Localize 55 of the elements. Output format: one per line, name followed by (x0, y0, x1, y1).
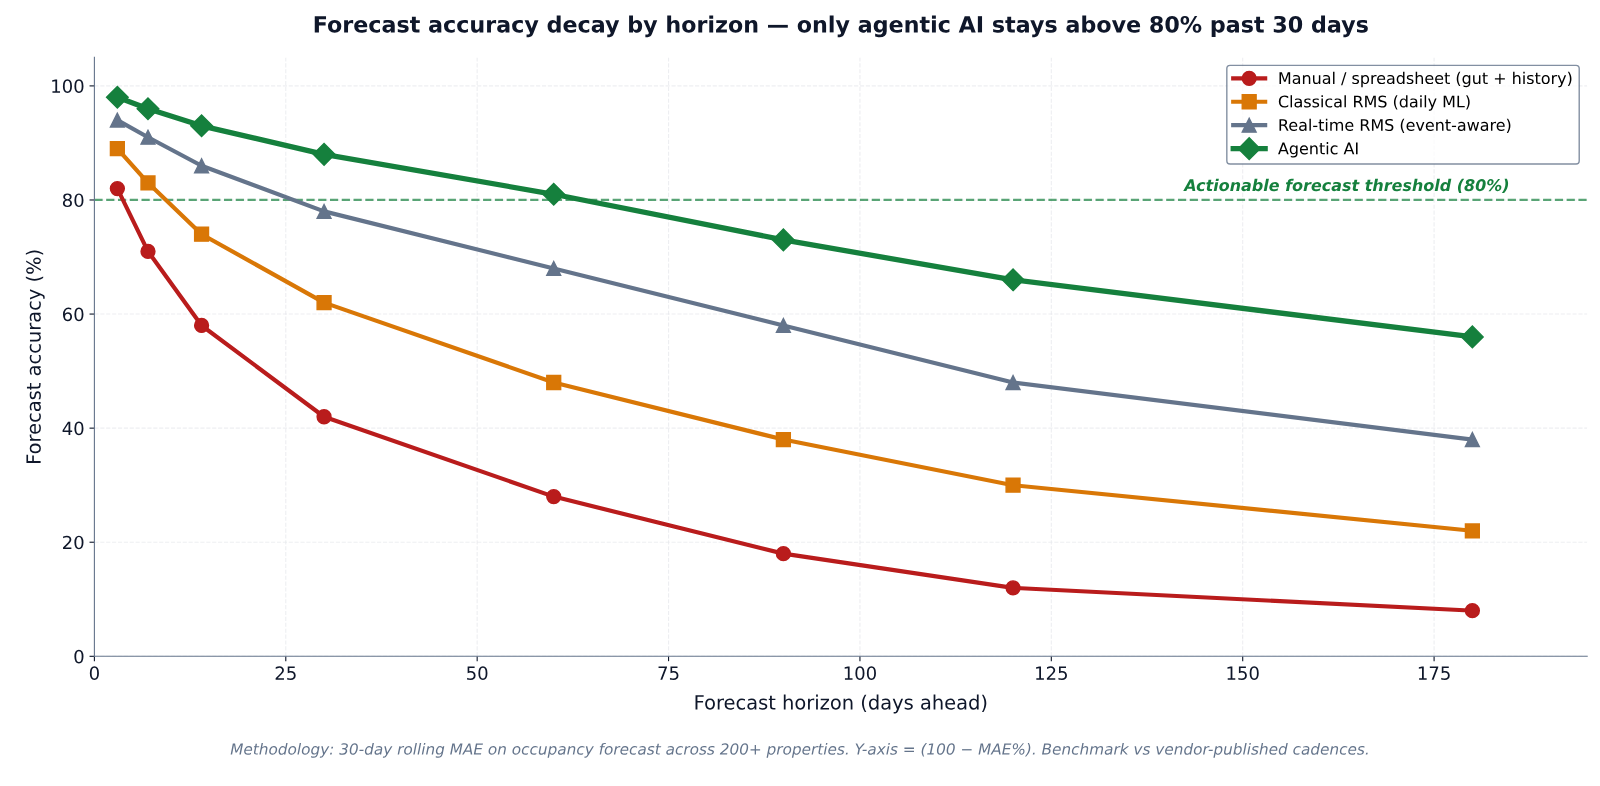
point (1005, 477, 1021, 493)
point (193, 317, 210, 334)
y-tick-label: 0 (74, 649, 84, 664)
point (316, 409, 332, 425)
ref-line-label: Actionable forecast threshold (80%) (1183, 178, 1509, 194)
point (546, 374, 562, 391)
point (1005, 580, 1021, 596)
point (109, 180, 126, 197)
point (775, 431, 792, 448)
y-tick-label: 60 (62, 307, 84, 322)
y-tick-label: 80 (62, 193, 84, 208)
chart-title: Forecast accuracy decay by horizon — only agentic AI stays above 80% past 30 days (314, 15, 1368, 38)
text: Methodology: 30-day rolling MAE on occupancy forecast across 200+ properties. Y-axis = (100 − MAE%). Benchmark vs vendor-published cadences. (230, 742, 1368, 758)
point (140, 175, 156, 191)
x-tick-label: 125 (1036, 666, 1067, 681)
point (140, 243, 156, 259)
point (542, 182, 566, 206)
x-tick-label: 75 (658, 666, 679, 681)
legend-label: Agentic AI (1278, 142, 1358, 158)
point (1460, 325, 1484, 349)
point (316, 295, 332, 311)
y-axis-title: Forecast accuracy (%) (25, 250, 45, 463)
y-tick-label: 100 (52, 79, 84, 94)
legend-label: Manual / spreadsheet (gut + history) (1279, 71, 1572, 88)
x-tick-label: 0 (89, 666, 99, 681)
point (1464, 523, 1481, 539)
x-tick-label: 100 (844, 666, 876, 681)
x-axis-title: Forecast horizon (days ahead) (695, 694, 987, 714)
point (546, 260, 562, 277)
x-tick-label: 175 (1418, 666, 1450, 681)
point (1464, 431, 1481, 448)
x-tick-label: 150 (1227, 666, 1259, 681)
point (775, 317, 792, 334)
x-tick-label: 25 (275, 666, 296, 681)
point (105, 85, 129, 109)
point (775, 545, 792, 562)
point (312, 142, 336, 166)
point (193, 158, 210, 174)
point (316, 203, 332, 220)
point (1464, 603, 1481, 619)
legend-label: Classical RMS (daily ML) (1278, 95, 1470, 111)
y-tick-label: 40 (62, 421, 84, 436)
point (1005, 374, 1021, 391)
y-tick-label: 20 (63, 535, 84, 550)
point (771, 228, 795, 252)
point (1001, 268, 1025, 292)
x-tick-label: 50 (467, 666, 488, 681)
legend-label: Real-time RMS (event-aware) (1279, 118, 1511, 133)
point (109, 141, 126, 157)
point (136, 97, 160, 121)
point (109, 112, 126, 128)
point (193, 226, 210, 242)
point (190, 114, 214, 138)
point (140, 129, 156, 145)
point (546, 488, 562, 505)
